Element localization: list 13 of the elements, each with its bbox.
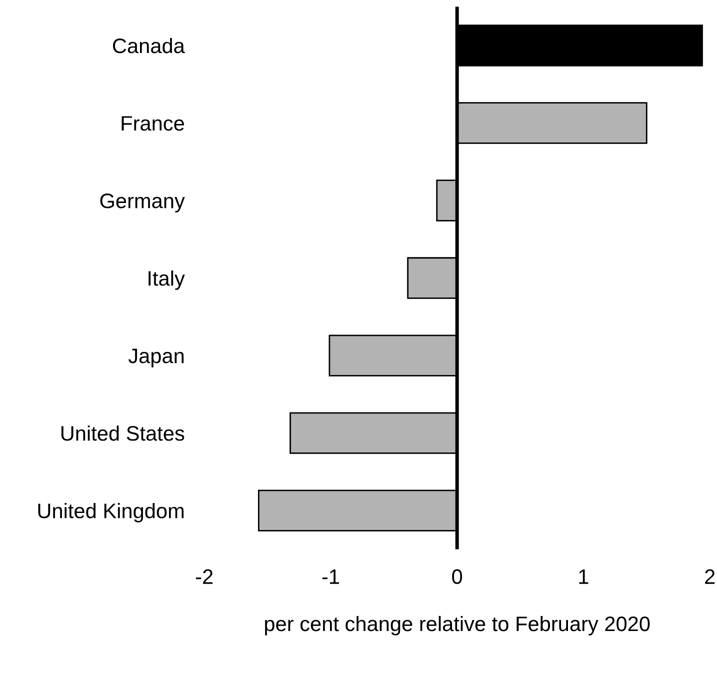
y-tick-label: United States (61, 425, 184, 441)
x-tick-label: -1 (322, 570, 339, 584)
x-axis-title: per cent change relative to February 2020 (265, 616, 650, 636)
x-tick-label: -2 (196, 569, 213, 584)
y-tick-label: Germany (100, 194, 185, 212)
y-tick-label: Italy (148, 270, 185, 290)
y-tick-label: United Kingdom (38, 503, 184, 522)
y-tick-label: France (122, 116, 184, 131)
x-tick-label: 0 (452, 569, 462, 584)
x-tick-label: 1 (579, 570, 588, 584)
x-tick-label: 2 (705, 569, 715, 584)
y-tick-label: Canada (112, 38, 185, 54)
y-tick-label: Japan (128, 348, 184, 368)
